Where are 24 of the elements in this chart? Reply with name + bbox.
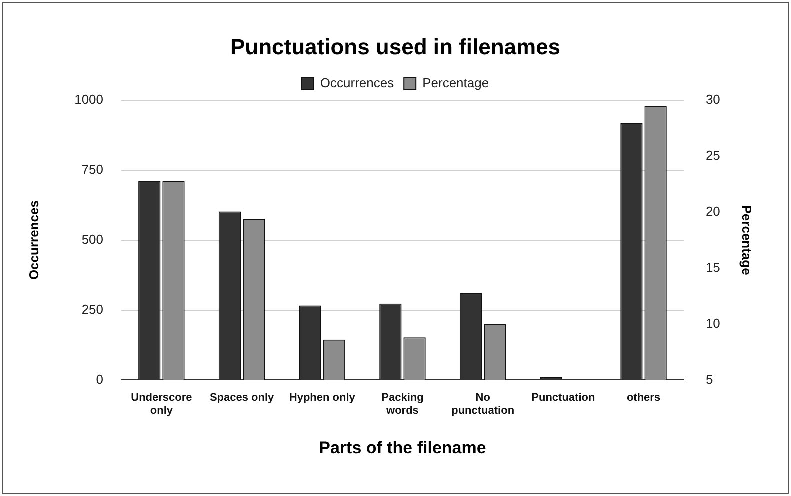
x-tick-label: others — [626, 392, 661, 404]
legend-label: Occurrences — [320, 75, 395, 90]
y2-tick-label: 25 — [706, 148, 720, 163]
chart-title: Punctuations used in filenames — [230, 34, 561, 60]
y2-tick-label: 10 — [706, 316, 720, 331]
legend-label: Percentage — [422, 75, 490, 90]
x-tick-label: Underscore only — [131, 392, 192, 418]
y-tick-label: 250 — [82, 302, 104, 317]
y2-axis-title: Percentage — [740, 205, 755, 276]
y-tick-label: 500 — [82, 232, 104, 247]
y2-tick-label: 20 — [706, 204, 720, 219]
x-axis-title: Parts of the filename — [319, 438, 486, 458]
x-tick-label: Packing words — [382, 392, 424, 418]
y-tick-label: 0 — [96, 372, 104, 387]
x-tick-label: No punctuation — [452, 392, 515, 418]
x-tick-label: Hyphen only — [289, 392, 356, 404]
y2-tick-label: 30 — [706, 92, 720, 107]
y2-tick-label: 15 — [706, 260, 720, 275]
x-tick-label: Punctuation — [532, 392, 596, 404]
y2-tick-label: 5 — [706, 372, 714, 387]
y-tick-label: 750 — [82, 162, 104, 177]
x-tick-label: Spaces only — [210, 392, 276, 404]
y-axis-title: Occurrences — [26, 200, 42, 280]
y-tick-label: 1000 — [74, 92, 104, 107]
